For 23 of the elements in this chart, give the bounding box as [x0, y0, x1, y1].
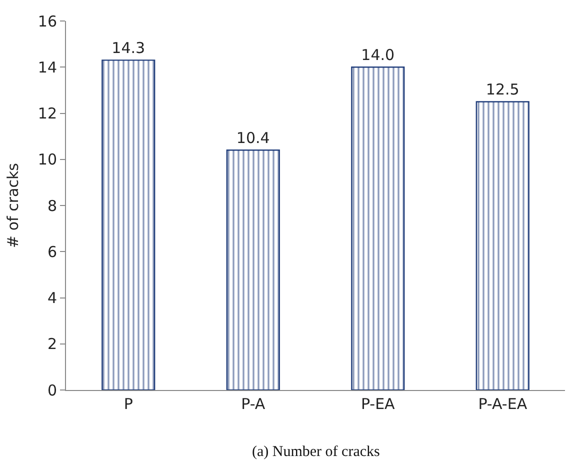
y-axis-title: # of cracks [4, 162, 22, 248]
bar [351, 66, 405, 390]
data-label: 12.5 [486, 80, 520, 99]
y-tick-label: 0 [47, 381, 57, 400]
text: (a) Number of cracks [252, 444, 380, 460]
y-tick-label: 6 [47, 242, 57, 261]
y-tick-label: 12 [38, 104, 57, 122]
y-tick-label: 14 [38, 58, 57, 76]
y-tick-label: 16 [38, 12, 57, 30]
y-tick-label: 8 [47, 196, 57, 215]
x-tick-label: P-EA [360, 395, 396, 413]
data-label: 10.4 [236, 129, 270, 148]
y-tick-label: 4 [47, 289, 57, 307]
data-label: 14.0 [361, 46, 395, 64]
x-tick-label: P [124, 395, 133, 413]
bar [226, 150, 280, 390]
bar [476, 101, 530, 390]
y-tick-label: 2 [47, 335, 57, 354]
data-label: 14.3 [112, 39, 146, 58]
x-tick-label: P-A [241, 395, 266, 413]
x-tick-label: P-A-EA [478, 395, 528, 413]
y-tick-label: 10 [38, 150, 57, 169]
bar [102, 60, 156, 390]
